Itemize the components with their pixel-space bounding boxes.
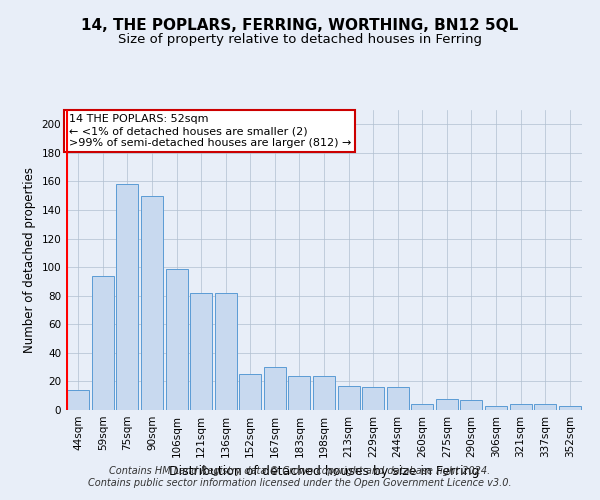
Text: Size of property relative to detached houses in Ferring: Size of property relative to detached ho… <box>118 32 482 46</box>
Y-axis label: Number of detached properties: Number of detached properties <box>23 167 36 353</box>
Bar <box>559 406 581 410</box>
Text: Contains HM Land Registry data © Crown copyright and database right 2024.
Contai: Contains HM Land Registry data © Crown c… <box>88 466 512 487</box>
Bar <box>386 387 409 410</box>
Bar <box>190 293 212 410</box>
Bar <box>460 400 482 410</box>
Bar <box>166 268 188 410</box>
Bar <box>116 184 139 410</box>
Bar <box>92 276 114 410</box>
Bar <box>485 406 507 410</box>
Bar <box>264 367 286 410</box>
Bar <box>436 398 458 410</box>
Bar <box>509 404 532 410</box>
Bar <box>215 293 237 410</box>
Bar <box>289 376 310 410</box>
Bar <box>411 404 433 410</box>
Bar <box>362 387 384 410</box>
Bar <box>239 374 262 410</box>
Bar <box>313 376 335 410</box>
Bar <box>534 404 556 410</box>
Text: 14, THE POPLARS, FERRING, WORTHING, BN12 5QL: 14, THE POPLARS, FERRING, WORTHING, BN12… <box>82 18 518 32</box>
Bar <box>141 196 163 410</box>
Bar <box>67 390 89 410</box>
X-axis label: Distribution of detached houses by size in Ferring: Distribution of detached houses by size … <box>169 466 479 478</box>
Bar <box>338 386 359 410</box>
Text: 14 THE POPLARS: 52sqm
← <1% of detached houses are smaller (2)
>99% of semi-deta: 14 THE POPLARS: 52sqm ← <1% of detached … <box>68 114 351 148</box>
